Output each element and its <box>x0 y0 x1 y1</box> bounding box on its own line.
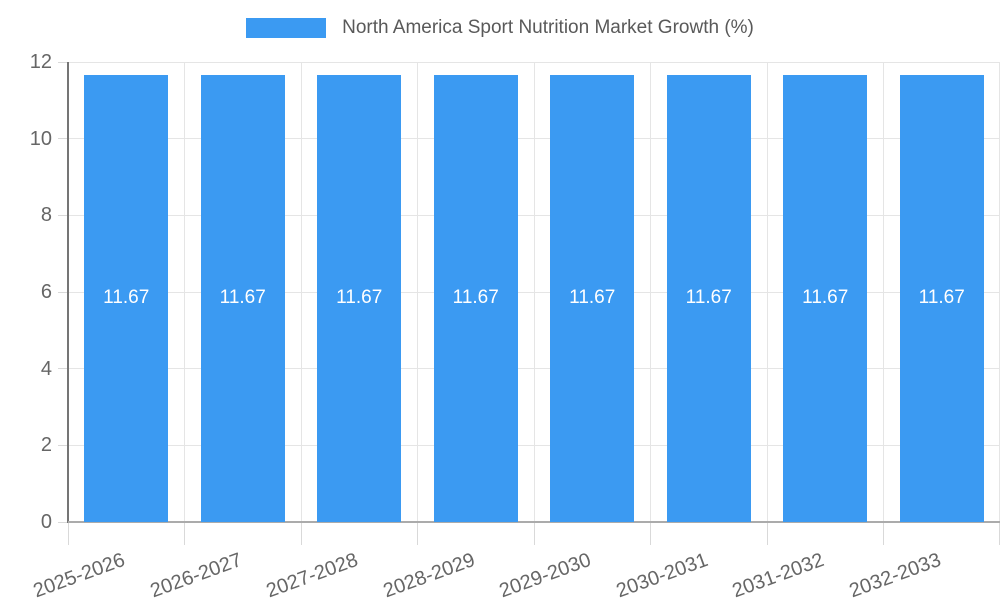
y-tick-label: 0 <box>40 511 52 533</box>
gridline-vertical <box>184 62 185 522</box>
gridline-vertical <box>417 62 418 522</box>
bar[interactable] <box>200 74 285 522</box>
y-tick-label: 6 <box>40 281 52 303</box>
gridline-vertical <box>533 62 535 522</box>
x-axis-tick <box>67 523 69 545</box>
y-axis-tick <box>58 138 68 140</box>
bar-value-label: 11.67 <box>685 287 732 309</box>
y-axis-tick <box>58 521 68 523</box>
y-tick-label: 8 <box>40 204 52 227</box>
y-tick-label: 10 <box>29 127 52 150</box>
bar[interactable] <box>84 74 169 522</box>
bar-value-label: 11.67 <box>569 287 616 309</box>
x-axis-tick <box>533 523 535 545</box>
x-tick-label: 2025-2026 <box>30 548 129 600</box>
bar[interactable] <box>433 74 518 522</box>
bar-value-label: 11.67 <box>802 287 849 309</box>
bar-value-label: 11.67 <box>918 287 965 309</box>
x-axis-tick <box>766 523 768 545</box>
gridline-vertical <box>883 62 884 522</box>
gridline-vertical <box>300 62 302 522</box>
bar-value-label: 11.67 <box>103 287 150 309</box>
bar[interactable] <box>783 74 868 522</box>
bar-value-label: 11.67 <box>219 287 266 309</box>
y-tick-label: 2 <box>40 434 52 457</box>
legend-label: North America Sport Nutrition Market Gro… <box>342 17 754 38</box>
x-axis-tick <box>650 523 651 545</box>
x-axis-tick <box>998 523 1000 545</box>
y-axis-tick <box>58 61 68 63</box>
gridline-vertical <box>766 62 768 522</box>
y-axis-tick <box>58 291 68 293</box>
bar[interactable] <box>550 74 635 522</box>
gridline-vertical <box>650 62 651 522</box>
x-axis-tick <box>417 523 418 545</box>
chart-legend: North America Sport Nutrition Market Gro… <box>0 16 1000 39</box>
bar-value-label: 11.67 <box>336 287 383 309</box>
y-axis-tick <box>58 444 68 446</box>
y-axis-tick <box>58 214 68 216</box>
legend-swatch <box>246 17 327 38</box>
y-tick-label: 4 <box>40 357 52 380</box>
y-axis-tick <box>58 368 68 370</box>
y-tick-label: 12 <box>29 51 52 73</box>
gridline-vertical <box>998 62 1000 522</box>
bar[interactable] <box>317 74 402 522</box>
bar[interactable] <box>666 74 751 522</box>
legend-item[interactable]: North America Sport Nutrition Market Gro… <box>246 16 754 39</box>
bar[interactable] <box>899 74 984 522</box>
x-axis-tick <box>883 523 884 545</box>
x-axis-tick <box>184 523 185 545</box>
bar-value-label: 11.67 <box>452 287 499 309</box>
x-axis-tick <box>300 523 302 545</box>
y-axis-line <box>67 62 69 523</box>
x-axis-line <box>68 521 1000 523</box>
